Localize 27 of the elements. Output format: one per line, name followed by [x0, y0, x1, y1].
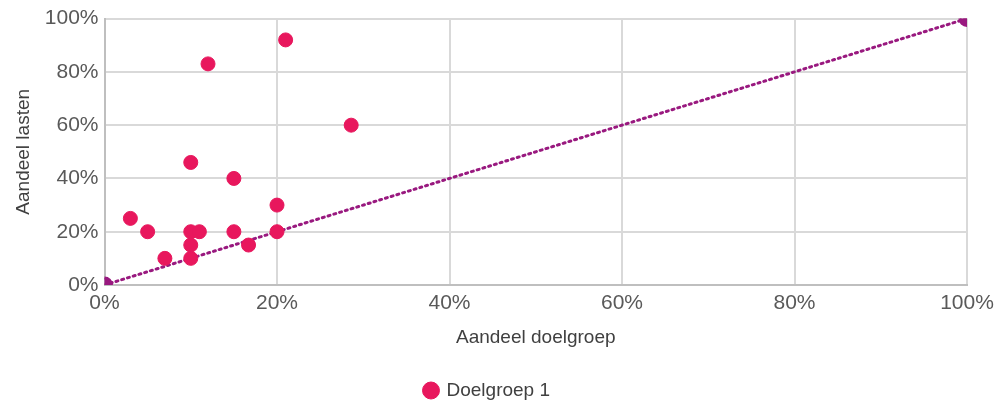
point: [183, 154, 199, 170]
y-tick-label: 40%: [56, 165, 99, 189]
point: [183, 250, 199, 266]
x-tick-label: 80%: [773, 290, 816, 314]
point: [226, 170, 242, 186]
y-tick-label: 100%: [44, 5, 99, 29]
point: [241, 237, 257, 253]
x-tick-label: 20%: [255, 290, 299, 314]
x-tick-label: 100%: [940, 290, 994, 314]
point: [122, 210, 138, 226]
point: [269, 224, 285, 240]
point: [157, 250, 173, 266]
point: [200, 56, 216, 72]
point: [226, 224, 242, 240]
x-tick-label: 60%: [600, 290, 644, 314]
x-tick-label: 40%: [428, 290, 471, 314]
y-tick-label: 20%: [56, 218, 99, 242]
y-tick-label: 80%: [56, 58, 99, 82]
point: [269, 197, 285, 213]
y-axis-title: Aandeel lasten: [11, 88, 33, 215]
y-tick-label: 60%: [56, 111, 99, 135]
point: [343, 117, 359, 133]
legend-label: Doelgroep 1: [446, 378, 551, 400]
x-axis-title: Aandeel doelgroep: [455, 325, 616, 347]
point: [278, 32, 294, 48]
point: [183, 237, 199, 253]
point: [140, 224, 156, 240]
